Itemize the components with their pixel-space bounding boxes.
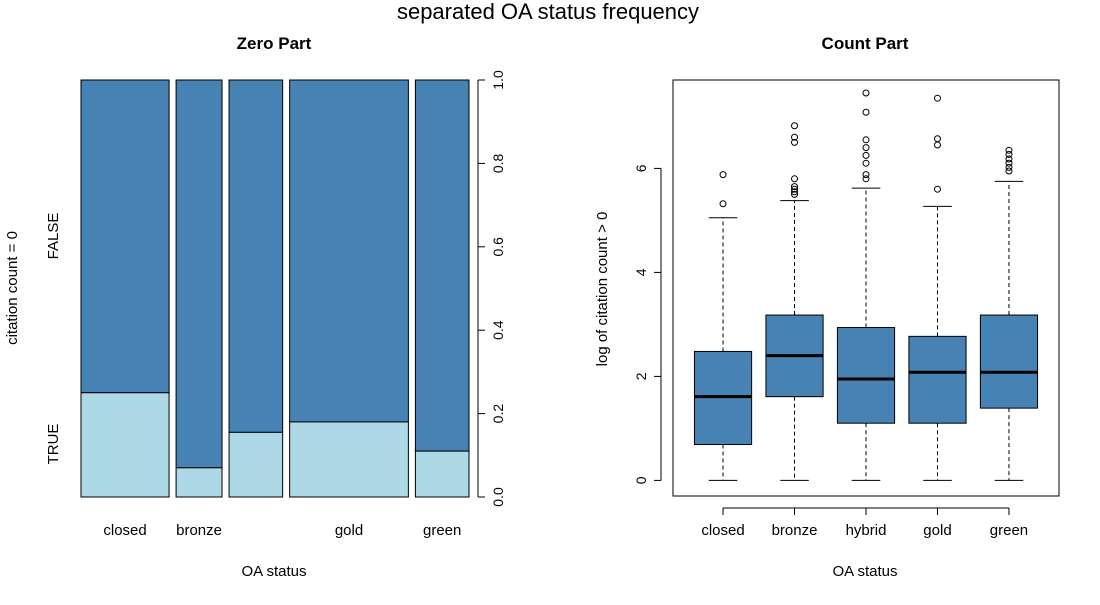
outlier-point — [791, 133, 799, 141]
spine-category-label-green: green — [423, 522, 461, 539]
outlier-point — [862, 144, 870, 152]
boxplot-green — [979, 146, 1039, 481]
spine-bar-true-hybrid — [228, 431, 284, 498]
count-y-axis: 0 2 4 6 — [633, 164, 662, 484]
right-probability-axis: 0.0 0.2 0.4 0.6 0.8 1.0 — [477, 70, 506, 507]
outlier-point — [862, 151, 870, 159]
outlier-point — [862, 89, 870, 97]
spine-bar-true-gold — [289, 421, 409, 498]
right-axis-tick-label: 0.8 — [490, 153, 506, 173]
outlier-point — [791, 138, 799, 146]
boxplot-bronze — [765, 122, 824, 481]
outlier-point — [862, 108, 870, 116]
outlier-point — [791, 183, 799, 191]
boxplot-gold — [908, 94, 967, 481]
spine-category-label-gold: gold — [335, 522, 363, 539]
right-axis-tick-label: 0.4 — [490, 320, 506, 340]
x-axis-tick-label-bronze: bronze — [772, 522, 818, 539]
spine-bar-true-closed — [80, 392, 170, 498]
figure-title: separated OA status frequency — [397, 0, 699, 24]
outlier-point — [1005, 167, 1013, 175]
box-iqr — [836, 327, 896, 424]
count-part-title: Count Part — [822, 34, 909, 53]
right-axis-tick-label: 1.0 — [490, 70, 506, 90]
outlier-point — [791, 185, 799, 193]
x-axis-tick-label-closed: closed — [701, 522, 744, 539]
zero-part-title: Zero Part — [237, 34, 312, 53]
boxplots — [693, 89, 1039, 481]
right-axis-tick-label: 0.0 — [490, 487, 506, 507]
outlier-point — [719, 171, 727, 179]
x-axis-tick-label-gold: gold — [923, 522, 951, 539]
outlier-point — [791, 188, 799, 196]
y-axis-tick-label: 2 — [633, 372, 649, 380]
spine-bar-true-bronze — [175, 467, 223, 498]
outlier-point — [933, 185, 941, 193]
outlier-point — [862, 171, 870, 179]
spine-bars — [80, 79, 470, 498]
spine-category-label-closed: closed — [103, 522, 146, 539]
spine-bar-false-hybrid — [228, 79, 284, 433]
spine-category-labels: closed bronze gold green — [103, 522, 461, 539]
outlier-point — [1005, 159, 1013, 167]
spine-bar-false-closed — [80, 79, 170, 394]
y-axis-tick-label: 4 — [633, 268, 649, 276]
boxplot-closed — [693, 171, 753, 481]
spine-bar-true-green — [414, 450, 470, 498]
outlier-point — [933, 94, 941, 102]
right-axis-tick-label: 0.6 — [490, 237, 506, 257]
zero-part-xlabel: OA status — [241, 563, 306, 580]
y-axis-tick-label: 6 — [633, 164, 649, 172]
spine-category-label-bronze: bronze — [176, 522, 222, 539]
level-label-true: TRUE — [45, 424, 62, 465]
outlier-point — [791, 190, 799, 198]
outlier-point — [1005, 163, 1013, 171]
count-part-xlabel: OA status — [832, 563, 897, 580]
y-axis-tick-label: 0 — [633, 476, 649, 484]
spine-bar-false-gold — [289, 79, 409, 423]
outlier-point — [1005, 150, 1013, 158]
count-x-axis: closed bronze hybrid gold green — [701, 507, 1028, 539]
level-label-false: FALSE — [45, 213, 62, 260]
outlier-point — [1005, 146, 1013, 154]
outlier-point — [791, 175, 799, 183]
box-iqr — [979, 314, 1039, 409]
outlier-point — [933, 135, 941, 143]
outlier-point — [791, 122, 799, 130]
outlier-point — [719, 200, 727, 208]
outlier-point — [862, 175, 870, 183]
right-axis-tick-label: 0.2 — [490, 404, 506, 424]
outlier-point — [862, 136, 870, 144]
outlier-point — [1005, 155, 1013, 163]
spine-bar-false-green — [414, 79, 470, 452]
count-part-ylabel: log of citation count > 0 — [594, 212, 611, 367]
x-axis-tick-label-hybrid: hybrid — [846, 522, 887, 539]
x-axis-tick-label-green: green — [990, 522, 1028, 539]
box-iqr — [908, 335, 967, 424]
outlier-point — [862, 159, 870, 167]
spine-bar-false-bronze — [175, 79, 223, 469]
zero-part-panel: Zero Part OA status citation count = 0 T… — [4, 34, 506, 580]
plot-frame — [672, 79, 1060, 497]
count-part-panel: Count Part OA status log of citation cou… — [594, 34, 1060, 580]
zero-part-ylabel: citation count = 0 — [4, 231, 21, 345]
boxplot-hybrid — [836, 89, 896, 481]
